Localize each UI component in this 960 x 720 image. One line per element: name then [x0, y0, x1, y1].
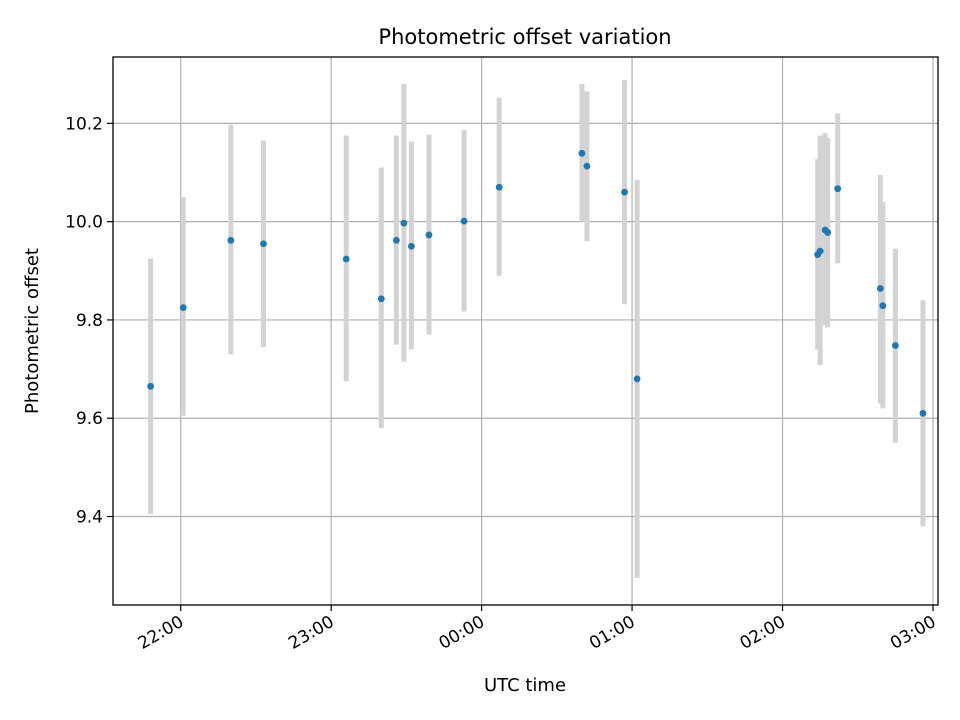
- data-point: [227, 236, 235, 244]
- data-point: [633, 375, 641, 383]
- data-point: [342, 255, 350, 263]
- data-point: [260, 240, 267, 248]
- plot-frame: [112, 56, 939, 606]
- data-point: [425, 231, 433, 239]
- data-point: [816, 247, 824, 255]
- y-tick-label: 9.8: [76, 311, 103, 331]
- x-axis-label: UTC time: [484, 675, 566, 696]
- data-point: [460, 217, 468, 225]
- data-point: [891, 342, 899, 349]
- y-tick-label: 10.0: [65, 213, 103, 233]
- data-point: [834, 185, 842, 193]
- y-axis-label: Photometric offset: [22, 248, 43, 414]
- data-point: [408, 242, 415, 250]
- data-point: [919, 409, 927, 417]
- grid: [113, 57, 938, 605]
- data-point: [495, 183, 503, 191]
- data-point: [400, 219, 408, 227]
- data-points: [147, 149, 927, 417]
- chart-title: Photometric offset variation: [378, 25, 671, 49]
- data-point: [879, 302, 887, 310]
- data-point: [876, 285, 884, 292]
- data-point: [147, 382, 155, 390]
- data-point: [621, 188, 628, 196]
- y-tick-label: 9.6: [76, 409, 103, 429]
- data-point: [392, 236, 400, 244]
- data-point: [578, 149, 586, 157]
- y-tick-label: 9.4: [76, 508, 103, 528]
- data-point: [179, 304, 187, 312]
- data-point: [583, 162, 591, 170]
- data-point: [377, 295, 385, 303]
- y-tick-label: 10.2: [65, 114, 103, 134]
- data-point: [824, 229, 832, 236]
